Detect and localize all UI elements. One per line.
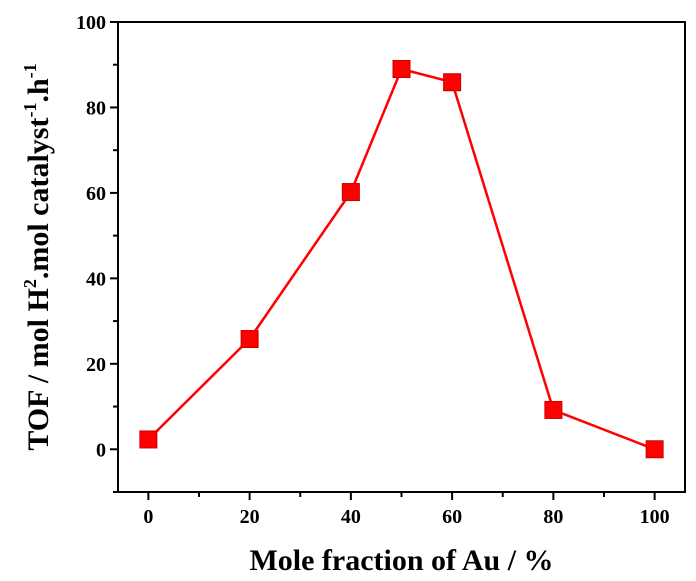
data-point-marker xyxy=(240,330,259,349)
y-axis-title-sup3: -1 xyxy=(20,63,40,78)
data-point-marker xyxy=(341,183,360,202)
y-axis-title-part2: .mol catalyst xyxy=(22,118,55,280)
x-tick-label: 0 xyxy=(143,506,153,528)
x-axis-title: Mole fraction of Au / % xyxy=(249,544,553,577)
y-axis-title-sup1: 2 xyxy=(20,279,40,288)
series-markers xyxy=(139,60,664,459)
y-tick-label: 100 xyxy=(76,12,106,34)
x-tick-label: 40 xyxy=(341,506,361,528)
data-point-marker xyxy=(392,60,411,78)
y-tick-label: 40 xyxy=(86,268,106,290)
data-point-marker xyxy=(139,430,158,449)
x-tick-label: 100 xyxy=(640,506,670,528)
y-tick-label: 0 xyxy=(96,439,106,461)
y-tick-label: 60 xyxy=(86,183,106,205)
data-point-marker xyxy=(645,440,664,459)
plot-frame xyxy=(117,21,686,493)
x-tick-label: 80 xyxy=(543,506,563,528)
y-axis-title-part1: TOF / mol H xyxy=(22,288,55,451)
y-tick-label: 20 xyxy=(86,354,106,376)
data-point-marker xyxy=(443,73,462,92)
y-axis-ticks: 0 20 40 60 80 100 xyxy=(76,12,118,493)
data-point-marker xyxy=(544,400,563,419)
y-tick-label: 80 xyxy=(86,97,106,119)
y-axis-title-part3: .h xyxy=(22,78,55,103)
x-tick-label: 20 xyxy=(240,506,260,528)
y-axis-title-sup2: -1 xyxy=(20,103,40,118)
x-tick-label: 60 xyxy=(442,506,462,528)
x-axis-ticks: 0 20 40 60 80 100 xyxy=(143,492,670,528)
y-axis-title: TOF / mol H2.mol catalyst-1.h-1 xyxy=(20,63,55,450)
series-line xyxy=(147,67,656,451)
